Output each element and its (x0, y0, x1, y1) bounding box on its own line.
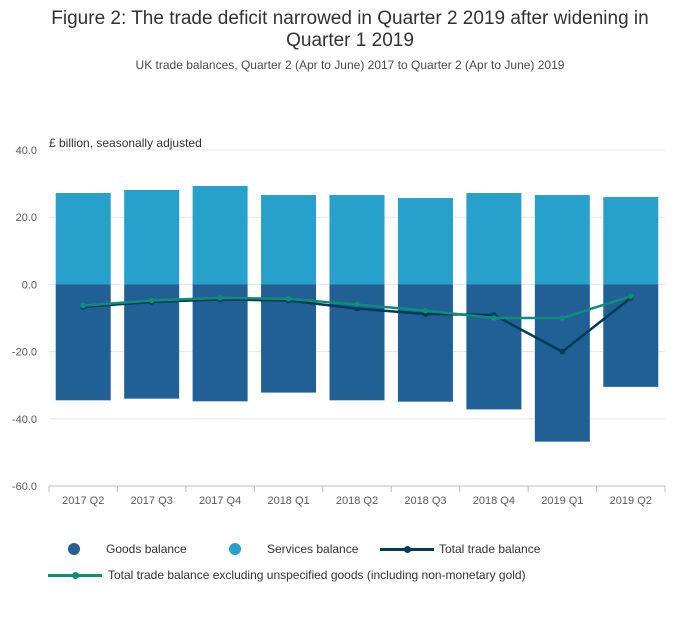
bar-goods (55, 284, 111, 401)
chart-subtitle: UK trade balances, Quarter 2 (Apr to Jun… (135, 58, 565, 72)
chart-title: Figure 2: The trade deficit narrowed in … (51, 8, 649, 51)
y-tick-label: 0.0 (22, 279, 37, 291)
total-trade-balance-excl-point (559, 315, 566, 321)
total-trade-balance-excl-point (491, 315, 497, 321)
x-tick-label: 2018 Q3 (404, 495, 446, 507)
total-trade-balance-excl-point (354, 301, 360, 308)
legend-item-total-excl: Total trade balance excluding unspecifie… (48, 568, 526, 582)
legend-label-services: Services balance (267, 542, 359, 556)
bar-services (466, 193, 522, 285)
x-tick-label: 2018 Q4 (473, 495, 515, 507)
total-trade-balance-point (354, 305, 360, 312)
y-tick-label: -40.0 (12, 414, 37, 426)
bar-goods (192, 284, 248, 402)
y-axis-unit-label: £ billion, seasonally adjusted (49, 136, 202, 150)
legend-item-services: Services balance (229, 542, 358, 556)
legend-swatch-total (380, 545, 434, 553)
bar-services (329, 195, 385, 285)
x-tick-label: 2017 Q4 (199, 495, 241, 507)
x-tick-label: 2019 Q2 (610, 495, 652, 507)
bar-services (192, 185, 248, 285)
y-tick-label: 40.0 (16, 145, 37, 157)
bar-goods (534, 284, 590, 442)
legend-label-total: Total trade balance (439, 542, 541, 556)
total-trade-balance-excl-point (627, 293, 634, 299)
legend-item-goods: Goods balance (68, 542, 187, 556)
x-tick-label: 2018 Q2 (336, 495, 378, 507)
legend-swatch-services (229, 543, 241, 555)
legend-swatch-goods (68, 543, 80, 555)
bar-services (603, 197, 659, 285)
legend-item-total: Total trade balance (380, 542, 540, 556)
total-trade-balance-excl-point (217, 295, 223, 301)
y-tick-label: 20.0 (16, 212, 37, 224)
legend-swatch-total-excl (48, 571, 102, 579)
bar-goods (397, 284, 453, 402)
y-tick-label: -60.0 (12, 481, 37, 493)
x-tick-label: 2017 Q3 (131, 495, 173, 507)
bar-services (534, 195, 590, 285)
total-trade-balance-excl-point (285, 296, 292, 302)
total-trade-balance-excl-point (80, 302, 87, 309)
bar-services (397, 198, 453, 285)
x-tick-label: 2019 Q1 (541, 495, 583, 507)
bar-services (55, 193, 111, 285)
x-tick-label: 2017 Q2 (62, 495, 104, 507)
chart-plot: 40.0 20.0 0.0 -20.0 -40.0 -60.0 2017 Q2 2017 Q3… (12, 145, 666, 507)
legend-label-total-excl: Total trade balance excluding unspecifie… (108, 568, 526, 582)
y-tick-label: -20.0 (12, 347, 37, 359)
bar-services (261, 195, 317, 285)
bar-services (124, 189, 180, 285)
total-trade-balance-excl-point (422, 307, 429, 314)
chart-legend: Goods balance Services balance Total tra… (0, 536, 700, 596)
bar-goods (466, 284, 522, 410)
total-trade-balance-point (559, 348, 566, 355)
legend-label-goods: Goods balance (106, 542, 187, 556)
x-tick-label: 2018 Q1 (267, 495, 309, 507)
total-trade-balance-excl-point (148, 297, 155, 304)
